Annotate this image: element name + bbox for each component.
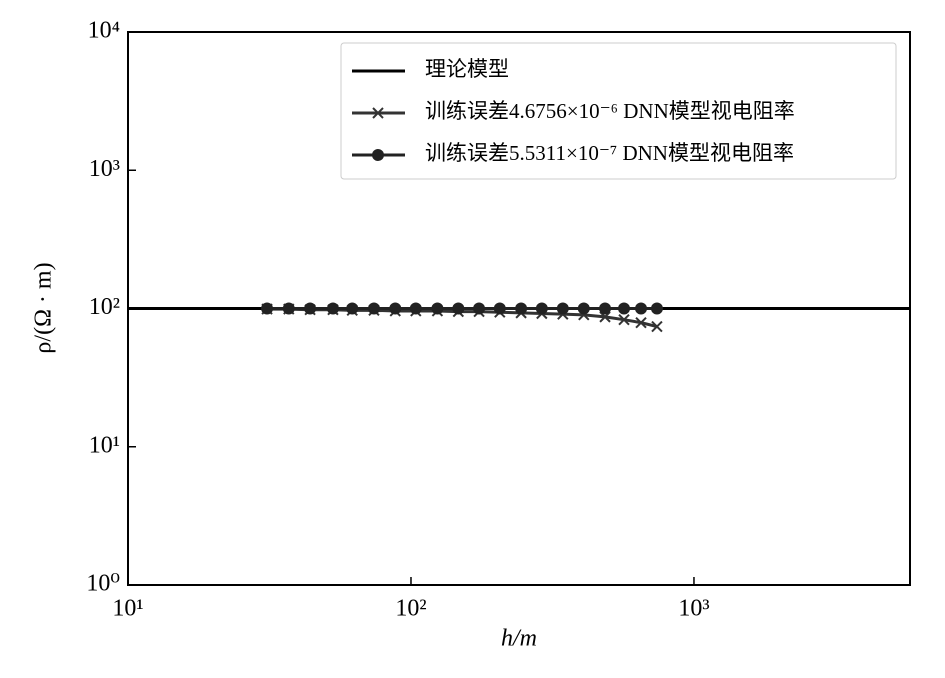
data-point <box>452 302 465 315</box>
data-point <box>473 302 486 315</box>
data-point <box>618 313 630 326</box>
data-point <box>409 302 422 315</box>
data-point <box>389 302 402 315</box>
data-point <box>635 316 647 329</box>
data-point <box>650 302 663 315</box>
x-tick-label: 10¹ <box>112 596 143 622</box>
data-point <box>599 311 611 323</box>
data-point <box>431 302 444 315</box>
data-point <box>651 320 663 333</box>
data-point <box>304 302 317 315</box>
y-axis-label: ρ/(Ω · m) <box>31 262 57 353</box>
x-tick-label: 10³ <box>678 596 709 622</box>
legend-label: 训练误差5.5311×10⁻⁷ DNN模型视电阻率 <box>425 141 794 165</box>
data-point <box>577 302 590 315</box>
data-point <box>346 302 359 315</box>
legend-label: 训练误差4.6756×10⁻⁶ DNN模型视电阻率 <box>425 99 795 123</box>
y-tick-label: 10⁴ <box>88 18 120 44</box>
data-point <box>326 302 339 315</box>
y-tick-label: 10¹ <box>89 432 120 458</box>
data-point <box>261 302 274 315</box>
y-tick-label: 10³ <box>89 156 120 182</box>
data-point <box>515 302 528 315</box>
legend-label: 理论模型 <box>425 57 509 81</box>
data-point <box>556 302 569 315</box>
legend-marker <box>372 107 384 119</box>
y-tick-label: 10² <box>89 294 120 320</box>
data-point <box>367 302 380 315</box>
x-axis-label: h/m <box>501 626 537 652</box>
y-tick-label: 10⁰ <box>86 571 120 597</box>
data-point <box>618 302 631 315</box>
data-point <box>282 302 295 315</box>
data-point <box>535 302 548 315</box>
legend-box <box>340 42 897 180</box>
data-point <box>635 302 648 315</box>
data-point <box>599 302 612 315</box>
legend-marker <box>372 149 384 161</box>
x-tick-label: 10² <box>395 596 426 622</box>
data-point <box>493 302 506 315</box>
